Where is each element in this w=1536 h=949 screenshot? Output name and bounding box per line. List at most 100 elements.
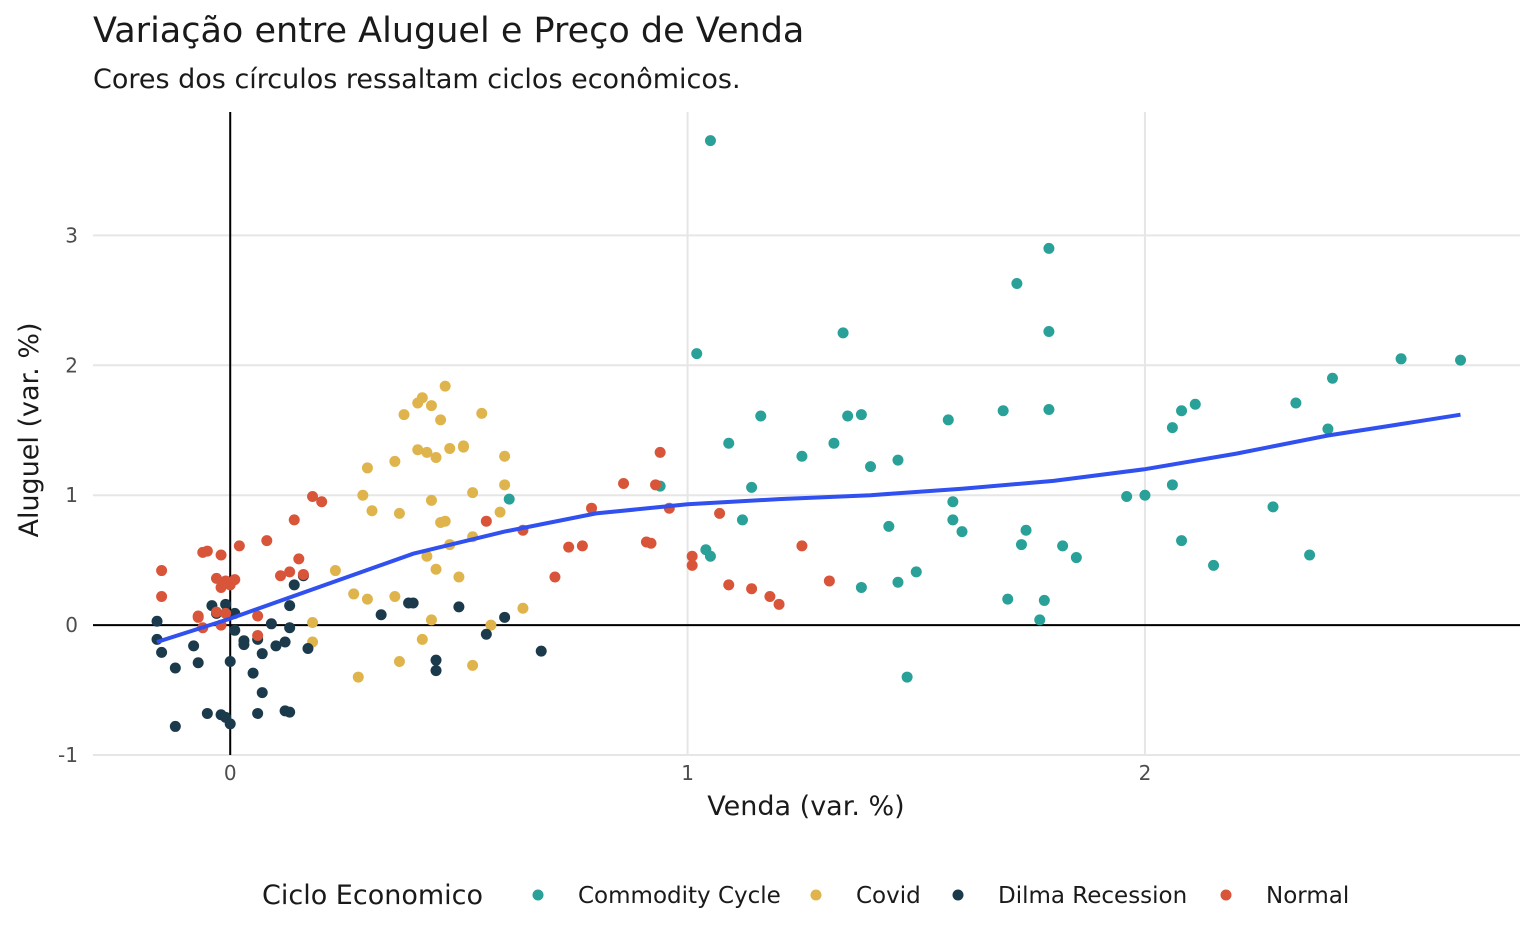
point-covid — [485, 619, 497, 631]
point-normal — [563, 541, 575, 553]
point-dilma-recession — [375, 609, 387, 621]
point-covid — [439, 380, 451, 392]
legend: Ciclo Economico Commodity Cycle Covid Dilm… — [262, 880, 1349, 911]
point-commodity-cycle — [1043, 242, 1055, 254]
point-dilma-recession — [224, 655, 236, 667]
point-dilma-recession — [284, 600, 296, 612]
x-tick-labels: 0 1 2 — [224, 761, 1151, 785]
point-commodity-cycle — [883, 520, 895, 532]
point-covid — [453, 571, 465, 583]
point-commodity-cycle — [855, 581, 867, 593]
legend-label-covid: Covid — [856, 883, 921, 909]
point-normal — [156, 591, 168, 603]
point-normal — [796, 540, 808, 552]
point-normal — [823, 575, 835, 587]
point-dilma-recession — [288, 579, 300, 591]
point-normal — [645, 537, 657, 549]
point-covid — [425, 614, 437, 626]
point-dilma-recession — [220, 598, 232, 610]
point-dilma-recession — [430, 665, 442, 677]
point-dilma-recession — [201, 707, 213, 719]
point-commodity-cycle — [947, 496, 959, 508]
point-covid — [430, 452, 442, 464]
point-dilma-recession — [229, 624, 241, 636]
point-covid — [421, 550, 433, 562]
point-dilma-recession — [192, 657, 204, 669]
point-commodity-cycle — [1189, 398, 1201, 410]
x-tick-label: 1 — [681, 761, 694, 785]
point-normal — [316, 496, 328, 508]
point-commodity-cycle — [892, 454, 904, 466]
point-covid — [430, 563, 442, 575]
point-commodity-cycle — [1020, 524, 1032, 536]
point-commodity-cycle — [755, 410, 767, 422]
point-normal — [201, 545, 213, 557]
point-commodity-cycle — [1176, 405, 1188, 417]
y-tick-labels: -1 0 1 2 3 — [58, 223, 78, 767]
point-commodity-cycle — [1121, 491, 1133, 503]
point-commodity-cycle — [1267, 501, 1279, 513]
point-covid — [412, 444, 424, 456]
legend-items: Commodity Cycle Covid Dilma Recession Norma… — [532, 883, 1349, 909]
point-commodity-cycle — [1043, 403, 1055, 415]
x-tick-label: 2 — [1139, 761, 1152, 785]
point-commodity-cycle — [997, 405, 1009, 417]
point-covid — [467, 659, 479, 671]
point-commodity-cycle — [736, 514, 748, 526]
point-normal — [686, 550, 698, 562]
point-covid — [457, 441, 469, 453]
point-normal — [654, 446, 666, 458]
point-normal — [773, 598, 785, 610]
point-normal — [307, 491, 319, 503]
point-covid — [389, 455, 401, 467]
point-covid — [494, 506, 506, 518]
legend-marker-commodity-cycle — [532, 889, 544, 901]
point-commodity-cycle — [1322, 423, 1334, 435]
point-normal — [586, 502, 598, 514]
legend-title: Ciclo Economico — [262, 880, 483, 911]
point-covid — [499, 479, 511, 491]
point-commodity-cycle — [1015, 539, 1027, 551]
point-dilma-recession — [169, 720, 181, 732]
point-commodity-cycle — [947, 514, 959, 526]
point-dilma-recession — [284, 622, 296, 634]
point-covid — [366, 505, 378, 517]
point-covid — [499, 450, 511, 462]
point-commodity-cycle — [704, 550, 716, 562]
point-commodity-cycle — [855, 409, 867, 421]
legend-label-commodity-cycle: Commodity Cycle — [578, 883, 781, 909]
point-dilma-recession — [247, 667, 259, 679]
point-normal — [288, 514, 300, 526]
point-normal — [252, 630, 264, 642]
point-dilma-recession — [430, 654, 442, 666]
legend-label-normal: Normal — [1266, 883, 1349, 909]
point-commodity-cycle — [1326, 372, 1338, 384]
y-tick-label: -1 — [58, 743, 78, 767]
point-dilma-recession — [151, 615, 163, 627]
point-covid — [425, 494, 437, 506]
point-commodity-cycle — [796, 450, 808, 462]
point-normal — [275, 570, 287, 582]
point-normal — [293, 553, 305, 565]
point-commodity-cycle — [956, 526, 968, 538]
point-normal — [723, 579, 735, 591]
x-tick-label: 0 — [224, 761, 237, 785]
chart-subtitle: Cores dos círculos ressaltam ciclos econ… — [93, 64, 741, 95]
point-commodity-cycle — [1166, 479, 1178, 491]
point-covid — [467, 487, 479, 499]
point-normal — [549, 571, 561, 583]
point-normal — [480, 515, 492, 527]
point-dilma-recession — [453, 601, 465, 613]
point-covid — [398, 409, 410, 421]
y-tick-label: 2 — [65, 353, 78, 377]
point-normal — [297, 568, 309, 580]
point-dilma-recession — [156, 646, 168, 658]
point-commodity-cycle — [1166, 422, 1178, 434]
point-commodity-cycle — [1208, 559, 1220, 571]
point-dilma-recession — [499, 611, 511, 623]
point-commodity-cycle — [503, 493, 515, 505]
zero-lines — [93, 112, 1520, 756]
point-normal — [746, 583, 758, 595]
point-commodity-cycle — [828, 437, 840, 449]
point-dilma-recession — [279, 636, 291, 648]
